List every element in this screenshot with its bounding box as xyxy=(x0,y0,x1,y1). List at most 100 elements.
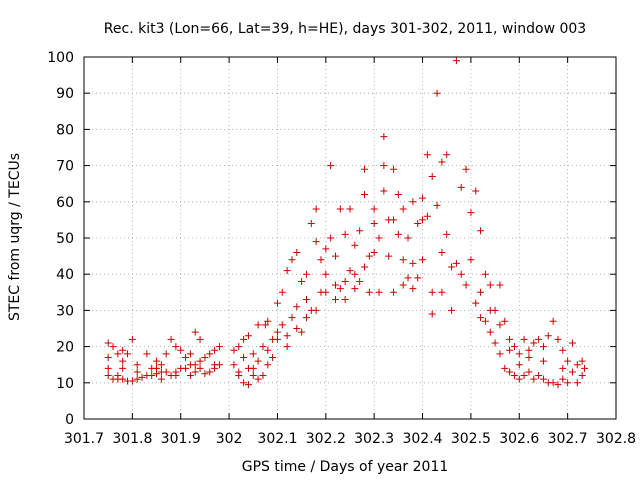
data-point-plus xyxy=(370,220,378,228)
data-point-plus xyxy=(278,288,286,296)
data-point-plus xyxy=(394,230,402,238)
x-tick-label: 302.6 xyxy=(499,431,539,447)
data-point-plus xyxy=(361,263,369,271)
data-point-plus xyxy=(530,375,538,383)
data-point-plus xyxy=(341,296,349,304)
data-point-plus xyxy=(298,277,306,285)
data-point-plus xyxy=(433,89,441,97)
data-point-plus xyxy=(564,379,572,387)
data-point-plus xyxy=(143,350,151,358)
data-point-plus xyxy=(104,372,112,380)
data-point-plus xyxy=(390,216,398,224)
data-point-plus xyxy=(201,353,209,361)
x-tick-label: 302.1 xyxy=(257,431,297,447)
data-point-plus xyxy=(327,162,335,170)
data-point-plus xyxy=(477,227,485,235)
data-point-plus xyxy=(356,227,364,235)
data-point-plus xyxy=(283,343,291,351)
data-point-plus xyxy=(414,220,422,228)
data-point-plus xyxy=(104,364,112,372)
data-point-plus xyxy=(404,234,412,242)
data-point-plus xyxy=(312,205,320,213)
data-point-plus xyxy=(481,317,489,325)
data-point-plus xyxy=(491,339,499,347)
x-axis-label: GPS time / Days of year 2011 xyxy=(242,459,449,475)
data-point-plus xyxy=(346,205,354,213)
data-point-plus xyxy=(477,288,485,296)
data-point-plus xyxy=(259,372,267,380)
data-point-plus xyxy=(438,158,446,166)
data-point-plus xyxy=(394,191,402,199)
data-point-plus xyxy=(322,270,330,278)
data-point-plus xyxy=(196,364,204,372)
data-point-plus xyxy=(293,248,301,256)
data-point-plus xyxy=(249,350,257,358)
y-axis-label: STEC from uqrg / TECUs xyxy=(7,153,23,321)
data-point-plus xyxy=(119,364,127,372)
x-tick-label: 302 xyxy=(216,431,243,447)
data-point-plus xyxy=(191,361,199,369)
data-point-plus xyxy=(433,201,441,209)
data-point-plus xyxy=(119,346,127,354)
data-points xyxy=(104,57,589,389)
data-point-plus xyxy=(244,381,252,389)
data-point-plus xyxy=(428,288,436,296)
data-point-plus xyxy=(423,151,431,159)
data-point-plus xyxy=(211,361,219,369)
data-point-plus xyxy=(317,256,325,264)
y-tick-label: 60 xyxy=(56,195,74,211)
data-point-plus xyxy=(206,368,214,376)
data-point-plus xyxy=(264,361,272,369)
data-point-plus xyxy=(124,350,132,358)
data-point-plus xyxy=(559,346,567,354)
data-point-plus xyxy=(525,346,533,354)
data-point-plus xyxy=(559,364,567,372)
data-point-plus xyxy=(230,361,238,369)
data-point-plus xyxy=(365,288,373,296)
data-point-plus xyxy=(404,274,412,282)
data-point-plus xyxy=(375,288,383,296)
plot-frame xyxy=(83,56,617,420)
data-point-plus xyxy=(515,375,523,383)
data-point-plus xyxy=(525,368,533,376)
data-point-plus xyxy=(419,216,427,224)
data-point-plus xyxy=(128,335,136,343)
data-point-plus xyxy=(510,343,518,351)
data-point-plus xyxy=(544,332,552,340)
data-point-plus xyxy=(341,230,349,238)
data-point-plus xyxy=(515,350,523,358)
data-point-plus xyxy=(356,277,364,285)
data-point-plus xyxy=(283,267,291,275)
data-point-plus xyxy=(128,377,136,385)
data-point-plus xyxy=(230,346,238,354)
data-point-plus xyxy=(302,270,310,278)
data-point-plus xyxy=(119,357,127,365)
data-point-plus xyxy=(119,375,127,383)
x-tick-label: 302.2 xyxy=(306,431,346,447)
data-point-plus xyxy=(167,335,175,343)
y-tick-label: 70 xyxy=(56,159,74,175)
axis-ticks: 301.7 301.8 301.9 302 302.1 302.2 302.3 302.4 30… xyxy=(47,50,636,447)
data-point-plus xyxy=(457,270,465,278)
data-point-plus xyxy=(331,252,339,260)
data-point-plus xyxy=(240,379,248,387)
data-point-plus xyxy=(486,306,494,314)
data-point-plus xyxy=(515,361,523,369)
data-point-plus xyxy=(322,288,330,296)
data-point-plus xyxy=(133,368,141,376)
data-point-plus xyxy=(114,372,122,380)
data-point-plus xyxy=(153,364,161,372)
data-point-plus xyxy=(423,212,431,220)
x-tick-label: 302.7 xyxy=(548,431,588,447)
data-point-plus xyxy=(302,296,310,304)
data-point-plus xyxy=(506,335,514,343)
data-point-plus xyxy=(409,259,417,267)
data-point-plus xyxy=(428,310,436,318)
data-point-plus xyxy=(138,373,146,381)
data-point-plus xyxy=(506,368,514,376)
data-point-plus xyxy=(467,256,475,264)
data-point-plus xyxy=(341,277,349,285)
data-point-plus xyxy=(273,328,281,336)
